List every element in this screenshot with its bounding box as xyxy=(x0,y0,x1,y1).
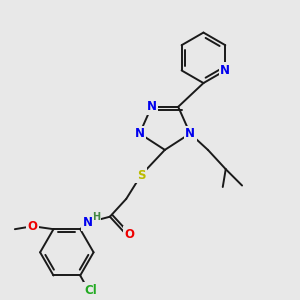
Text: N: N xyxy=(220,64,230,77)
Text: Cl: Cl xyxy=(84,284,97,297)
Text: N: N xyxy=(146,100,157,113)
Text: N: N xyxy=(135,127,145,140)
Text: O: O xyxy=(28,220,38,233)
Text: H: H xyxy=(92,212,100,222)
Text: N: N xyxy=(82,216,93,229)
Text: N: N xyxy=(185,127,195,140)
Text: S: S xyxy=(137,169,145,182)
Text: O: O xyxy=(124,228,134,241)
